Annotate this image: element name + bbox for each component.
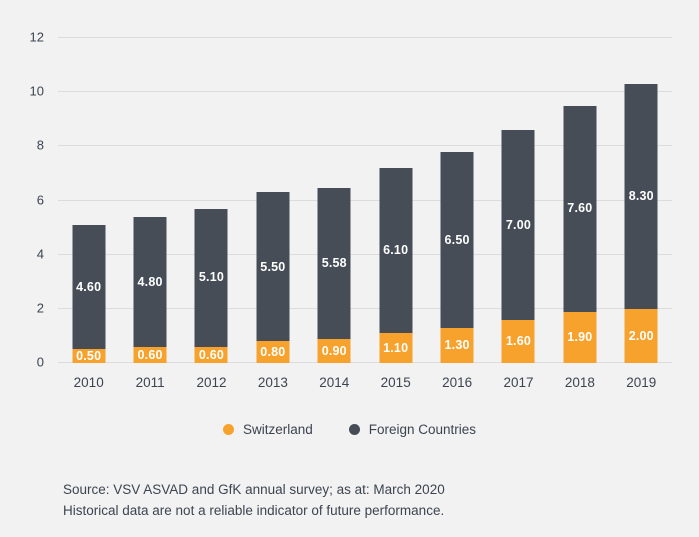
bar-group-2013: 5.50 0.80 bbox=[242, 38, 303, 363]
x-axis-label: 2011 bbox=[135, 375, 165, 390]
bar-value-label: 1.10 bbox=[383, 340, 409, 355]
bar-value-label: 0.80 bbox=[260, 344, 286, 359]
bar-stack: 5.50 0.80 bbox=[256, 38, 290, 363]
y-axis-tick-label: 8 bbox=[36, 137, 44, 153]
bar-stack: 6.50 1.30 bbox=[440, 38, 474, 363]
bar-group-2014: 5.58 0.90 bbox=[304, 38, 365, 363]
x-axis-label: 2015 bbox=[380, 375, 411, 390]
plot-area: 4.60 0.50 4.80 0.60 5.10 0.60 5.50 0.80 5.58 0.90… bbox=[58, 37, 672, 363]
foreign-countries-bar-segment: 8.30 bbox=[624, 84, 658, 309]
foreign-countries-bar-segment: 5.50 bbox=[256, 192, 290, 342]
legend-item-label: Switzerland bbox=[242, 422, 313, 437]
x-axis-label: 2018 bbox=[564, 375, 595, 390]
legend-item-foreign-countries: Foreign Countries bbox=[348, 422, 477, 437]
switzerland-bar-segment: 2.00 bbox=[624, 308, 658, 363]
y-axis-tick-label: 6 bbox=[36, 192, 44, 207]
bar-value-label: 0.50 bbox=[76, 348, 102, 363]
source-line: Source: VSV ASVAD and GfK annual survey;… bbox=[63, 482, 445, 497]
x-axis-label: 2014 bbox=[319, 375, 350, 390]
bar-value-label: 1.90 bbox=[567, 330, 593, 345]
bar-value-label: 7.60 bbox=[567, 201, 593, 216]
bar-value-label: 1.60 bbox=[505, 334, 532, 349]
y-axis-tick-label: 2 bbox=[36, 300, 44, 316]
switzerland-bar-segment: 1.60 bbox=[501, 319, 535, 363]
x-axis-label: 2017 bbox=[503, 375, 534, 390]
bar-value-label: 4.60 bbox=[76, 279, 102, 294]
y-axis-tick-label: 10 bbox=[29, 83, 44, 99]
bar-group-2010: 4.60 0.50 bbox=[58, 38, 119, 363]
switzerland-bar-segment: 0.90 bbox=[317, 338, 351, 363]
bar-value-label: 4.80 bbox=[137, 274, 163, 289]
disclaimer-line: Historical data are not a reliable indic… bbox=[63, 502, 445, 518]
bar-value-label: 6.10 bbox=[383, 243, 409, 258]
bar-value-label: 2.00 bbox=[628, 328, 654, 343]
bar-stack: 7.00 1.60 bbox=[501, 38, 535, 363]
bar-value-label: 7.00 bbox=[505, 217, 532, 232]
legend: Switzerland Foreign Countries bbox=[0, 422, 699, 437]
y-axis-tick-label: 4 bbox=[36, 246, 44, 262]
bar-group-2016: 6.50 1.30 bbox=[426, 38, 487, 363]
foreign-countries-bar-segment: 7.60 bbox=[563, 105, 597, 312]
switzerland-bar-segment: 0.60 bbox=[194, 346, 228, 363]
legend-dot-icon bbox=[222, 424, 234, 435]
switzerland-bar-segment: 1.30 bbox=[440, 327, 474, 363]
foreign-countries-bar-segment: 7.00 bbox=[501, 130, 535, 320]
switzerland-bar-segment: 0.60 bbox=[133, 346, 167, 363]
switzerland-bar-segment: 1.90 bbox=[563, 311, 597, 363]
bar-group-2012: 5.10 0.60 bbox=[181, 38, 242, 363]
bar-value-label: 8.30 bbox=[628, 189, 654, 204]
bar-group-2015: 6.10 1.10 bbox=[365, 38, 426, 363]
y-axis-tick-label: 12 bbox=[29, 29, 44, 45]
bar-stack: 8.30 2.00 bbox=[624, 38, 658, 363]
switzerland-bar-segment: 1.10 bbox=[379, 333, 413, 363]
bar-stack: 4.80 0.60 bbox=[133, 38, 167, 363]
bar-stack: 7.60 1.90 bbox=[563, 38, 597, 363]
bar-stack: 5.10 0.60 bbox=[194, 38, 228, 363]
bar-value-label: 0.90 bbox=[321, 343, 347, 358]
gridline bbox=[58, 199, 672, 201]
bar-value-label: 0.60 bbox=[198, 347, 225, 362]
switzerland-bar-segment: 0.80 bbox=[256, 341, 290, 363]
bar-value-label: 0.60 bbox=[137, 347, 163, 362]
foreign-countries-bar-segment: 4.60 bbox=[72, 224, 106, 350]
bar-group-2011: 4.80 0.60 bbox=[119, 38, 180, 363]
y-axis-tick-label: 0 bbox=[36, 354, 44, 370]
bar-group-2018: 7.60 1.90 bbox=[549, 38, 610, 363]
gridline bbox=[58, 91, 672, 93]
bar-stack: 6.10 1.10 bbox=[379, 38, 413, 363]
gridline bbox=[58, 145, 672, 147]
x-axis-label: 2016 bbox=[442, 375, 473, 390]
legend-item-label: Foreign Countries bbox=[368, 422, 477, 437]
x-axis-label: 2010 bbox=[73, 375, 104, 390]
foreign-countries-bar-segment: 4.80 bbox=[133, 216, 167, 347]
gridline bbox=[58, 307, 672, 309]
x-axis-label: 2013 bbox=[257, 375, 288, 390]
gridline bbox=[58, 362, 672, 363]
bar-value-label: 5.10 bbox=[198, 270, 225, 285]
bar-value-label: 5.50 bbox=[260, 259, 286, 274]
legend-item-switzerland: Switzerland bbox=[222, 422, 313, 437]
foreign-countries-bar-segment: 6.10 bbox=[379, 168, 413, 334]
bar-stack: 4.60 0.50 bbox=[72, 38, 106, 363]
bar-group-2019: 8.30 2.00 bbox=[611, 38, 672, 363]
legend-dot-icon bbox=[348, 424, 360, 435]
x-axis-label: 2019 bbox=[626, 375, 657, 390]
foreign-countries-bar-segment: 5.10 bbox=[194, 208, 228, 347]
bar-value-label: 1.30 bbox=[444, 338, 470, 353]
bar-value-label: 6.50 bbox=[444, 232, 470, 247]
bar-group-2017: 7.00 1.60 bbox=[488, 38, 549, 363]
switzerland-bar-segment: 0.50 bbox=[72, 348, 106, 363]
gridline bbox=[58, 253, 672, 255]
source-note: Source: VSV ASVAD and GfK annual survey;… bbox=[63, 480, 445, 521]
foreign-countries-bar-segment: 5.58 bbox=[317, 187, 351, 339]
gridline bbox=[58, 37, 672, 38]
bar-value-label: 5.58 bbox=[321, 255, 347, 270]
bar-stack: 5.58 0.90 bbox=[317, 38, 351, 363]
x-axis-label: 2012 bbox=[196, 375, 227, 390]
foreign-countries-bar-segment: 6.50 bbox=[440, 151, 474, 328]
